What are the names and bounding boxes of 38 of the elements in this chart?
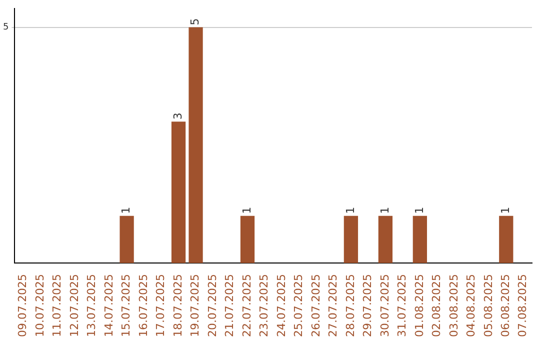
x-tick-label: 17.07.2025 [154, 274, 168, 338]
data-label: 1 [498, 206, 512, 214]
data-label: 1 [344, 206, 357, 214]
x-tick-label: 28.07.2025 [344, 274, 357, 338]
x-tick-label: 10.07.2025 [33, 274, 46, 338]
x-tick-label: 30.07.2025 [378, 274, 392, 338]
x-tick-label: 22.07.2025 [240, 274, 254, 338]
x-tick-label: 05.08.2025 [482, 274, 495, 338]
x-tick-label: 07.08.2025 [516, 274, 530, 338]
x-tick-label: 31.07.2025 [396, 274, 409, 338]
data-label: 3 [171, 112, 184, 120]
x-tick-label: 27.07.2025 [326, 274, 340, 338]
x-tick-label: 02.08.2025 [430, 274, 444, 338]
x-tick-label: 15.07.2025 [120, 274, 133, 338]
x-tick-label: 06.08.2025 [498, 274, 512, 338]
x-tick-label: 29.07.2025 [361, 274, 374, 338]
x-tick-label: 09.07.2025 [16, 274, 30, 338]
x-tick-label: 14.07.2025 [102, 274, 116, 338]
x-tick-label: 04.08.2025 [464, 274, 478, 338]
x-tick-label: 03.08.2025 [447, 274, 460, 338]
x-tick-label: 16.07.2025 [136, 274, 150, 338]
x-tick-label: 25.07.2025 [292, 274, 306, 338]
x-tick-label: 13.07.2025 [85, 274, 98, 338]
data-label: 1 [240, 206, 254, 214]
x-tick-label: 19.07.2025 [188, 274, 202, 338]
x-tick-label: 21.07.2025 [223, 274, 236, 338]
x-tick-label: 26.07.2025 [309, 274, 322, 338]
x-tick-label: 11.07.2025 [50, 274, 64, 338]
x-tick-label: 12.07.2025 [68, 274, 81, 338]
x-tick-label: 01.08.2025 [412, 274, 426, 338]
data-label: 5 [188, 18, 202, 26]
data-label: 1 [120, 206, 133, 214]
x-tick-label: 24.07.2025 [274, 274, 288, 338]
x-tick-label: 18.07.2025 [171, 274, 184, 338]
x-tick-label: 20.07.2025 [206, 274, 219, 338]
x-tick-label: 23.07.2025 [258, 274, 271, 338]
data-label: 1 [378, 206, 392, 214]
data-label: 1 [412, 206, 426, 214]
